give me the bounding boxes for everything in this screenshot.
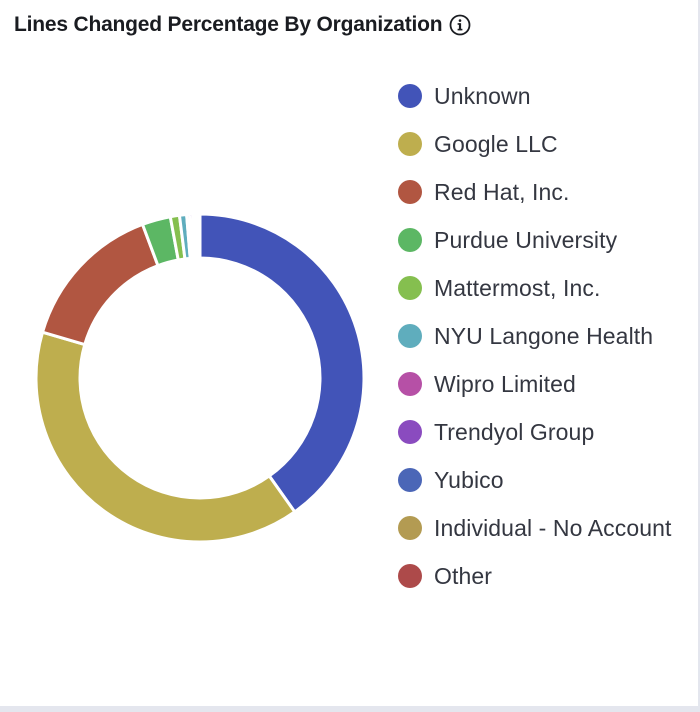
legend-item[interactable]: NYU Langone Health [398, 312, 698, 360]
legend-swatch [398, 84, 422, 108]
legend-swatch [398, 372, 422, 396]
legend-item[interactable]: Individual - No Account [398, 504, 698, 552]
legend-item[interactable]: Mattermost, Inc. [398, 264, 698, 312]
donut-slice[interactable]: Red Hat, Inc. [40, 222, 160, 347]
legend-swatch [398, 276, 422, 300]
legend-swatch [398, 132, 422, 156]
legend-label: Mattermost, Inc. [434, 274, 601, 301]
legend-swatch [398, 228, 422, 252]
chart-legend: Unknown Google LLC Red Hat, Inc. Purdue … [398, 72, 698, 600]
legend-item[interactable]: Purdue University [398, 216, 698, 264]
donut-slice[interactable]: Unknown [198, 212, 366, 514]
legend-label: Yubico [434, 466, 504, 493]
legend-label: NYU Langone Health [434, 322, 654, 349]
legend-label: Google LLC [434, 130, 558, 157]
donut-slice[interactable]: Google LLC [34, 330, 297, 544]
legend-swatch [398, 564, 422, 588]
legend-swatch [398, 180, 422, 204]
legend-item[interactable]: Wipro Limited [398, 360, 698, 408]
panel-title: Lines Changed Percentage By Organization [14, 13, 443, 36]
legend-swatch [398, 516, 422, 540]
legend-label: Unknown [434, 82, 531, 109]
legend-label: Wipro Limited [434, 370, 576, 397]
legend-label: Individual - No Account [434, 514, 672, 541]
legend-label: Other [434, 562, 493, 589]
legend-swatch [398, 468, 422, 492]
panel-header: Lines Changed Percentage By Organization [14, 10, 471, 40]
legend-label: Red Hat, Inc. [434, 178, 570, 205]
legend-label: Trendyol Group [434, 418, 595, 445]
info-circle-icon[interactable] [449, 14, 471, 36]
legend-label: Purdue University [434, 226, 618, 253]
legend-item[interactable]: Yubico [398, 456, 698, 504]
legend-item[interactable]: Unknown [398, 72, 698, 120]
legend-swatch [398, 420, 422, 444]
legend-swatch [398, 324, 422, 348]
legend-item[interactable]: Google LLC [398, 120, 698, 168]
donut-slice[interactable]: Other [195, 212, 202, 260]
legend-item[interactable]: Trendyol Group [398, 408, 698, 456]
legend-item[interactable]: Other [398, 552, 698, 600]
legend-item[interactable]: Red Hat, Inc. [398, 168, 698, 216]
